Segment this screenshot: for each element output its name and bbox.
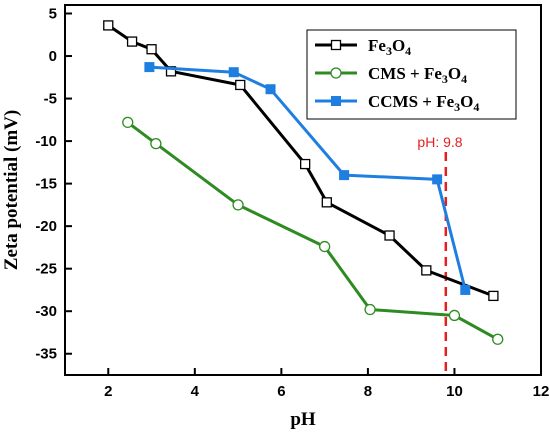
data-point: [165, 66, 177, 77]
data-point: [488, 290, 499, 302]
series-1: [122, 116, 504, 345]
data-point: [460, 284, 471, 295]
y-tick-label: -25: [35, 261, 57, 278]
data-point: [321, 197, 332, 208]
legend-marker: [330, 39, 342, 51]
legend: Fe3O4 CMS + Fe3O4 CCMS + Fe3O4: [306, 29, 517, 120]
series-layer: [103, 20, 504, 345]
x-tick-label: 10: [446, 383, 463, 400]
series-0: [103, 20, 499, 302]
annotation-label: pH: 9.8: [417, 134, 462, 150]
data-point: [432, 174, 443, 185]
data-point: [265, 84, 276, 95]
data-point: [122, 116, 134, 129]
legend-label: CMS + Fe3O4: [368, 64, 467, 86]
series-line: [149, 65, 467, 291]
x-tick-label: 4: [191, 383, 200, 400]
series-line: [126, 121, 499, 341]
series-line: [107, 24, 494, 298]
x-tick-label: 6: [277, 383, 285, 400]
y-tick-label: -35: [35, 346, 57, 363]
data-point: [146, 44, 157, 55]
y-tick-label: -10: [35, 133, 57, 150]
legend-marker: [331, 96, 341, 106]
data-point: [364, 303, 376, 316]
plot-frame: [64, 4, 542, 376]
y-tick-label: 5: [49, 6, 57, 23]
data-point: [492, 333, 504, 345]
data-point: [300, 158, 311, 170]
y-tick-label: 0: [49, 48, 57, 65]
data-point: [384, 230, 395, 241]
y-tick-label: -30: [35, 303, 57, 320]
x-tick-label: 8: [364, 383, 372, 400]
series-2: [144, 62, 471, 295]
legend-marker: [330, 67, 342, 79]
data-point: [144, 62, 155, 73]
axes: 2 4 6 8 10 12 5 0 -5 -10 -15 -20 -25 -30 -35: [35, 6, 549, 400]
x-tick-label: 12: [533, 383, 550, 400]
data-point: [126, 36, 138, 47]
data-point: [318, 240, 331, 253]
y-tick-label: -15: [35, 176, 57, 193]
data-point: [421, 265, 432, 276]
data-point: [228, 67, 239, 78]
y-tick-label: -20: [35, 218, 57, 235]
data-point: [448, 309, 461, 322]
x-axis-title: pH: [290, 409, 316, 430]
y-tick-label: -5: [44, 91, 57, 108]
x-tick-label: 2: [104, 383, 112, 400]
data-point: [339, 170, 350, 181]
y-axis-title: Zeta potential (mV): [1, 110, 22, 270]
data-point: [235, 79, 246, 91]
data-point: [103, 20, 114, 31]
legend-label: Fe3O4: [368, 36, 411, 58]
legend-label: CCMS + Fe3O4: [368, 92, 479, 114]
data-point: [232, 199, 244, 211]
data-point: [150, 137, 162, 150]
